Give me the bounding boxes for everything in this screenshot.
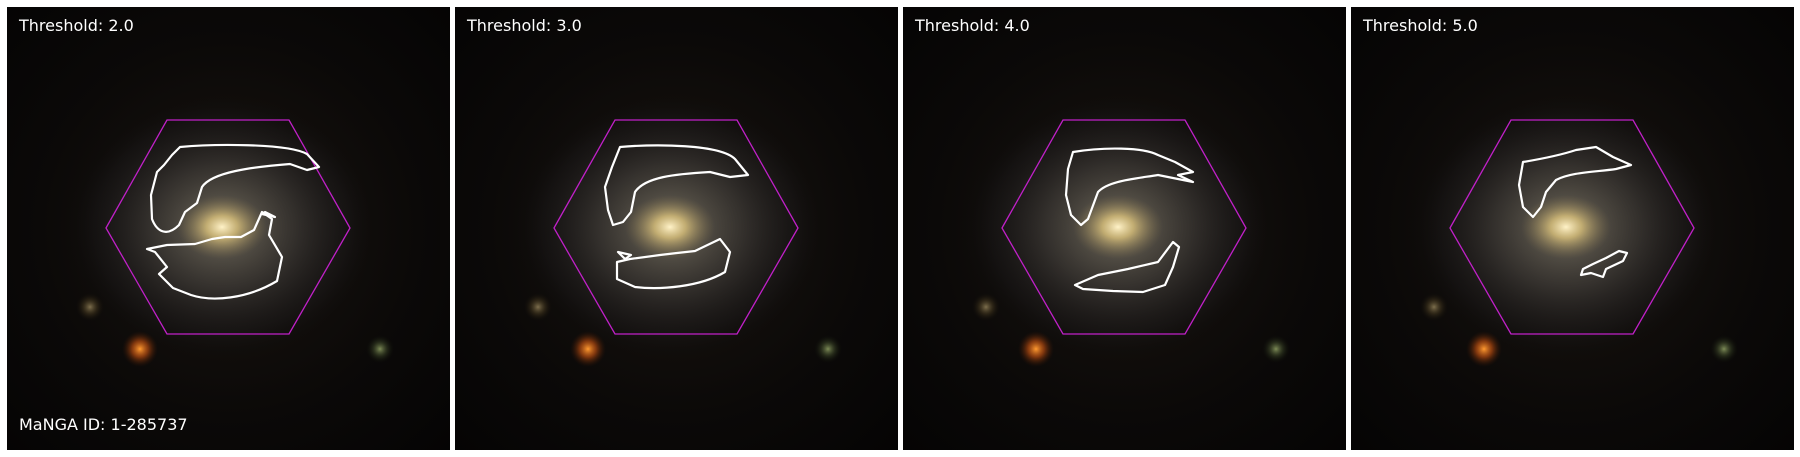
ifu-hexagon: [105, 119, 351, 335]
galaxy-image-3: [958, 92, 1290, 367]
contour-lines: [1517, 145, 1633, 279]
contour-lines: [145, 143, 321, 300]
galaxy-panel-4: Threshold: 5.0: [1351, 7, 1794, 450]
galaxy-image-2: [510, 92, 842, 367]
ifu-hexagon: [553, 119, 799, 335]
galaxy-image-4: [1406, 92, 1738, 367]
manga-id-label: MaNGA ID: 1-285737: [19, 415, 188, 434]
galaxy-panel-2: Threshold: 3.0: [455, 7, 898, 450]
contour-lines: [603, 144, 750, 290]
galaxy-panel-3: Threshold: 4.0: [903, 7, 1346, 450]
threshold-label-2: Threshold: 3.0: [467, 16, 582, 35]
contour-lines: [1064, 147, 1195, 294]
ifu-hexagon: [1449, 119, 1695, 335]
ifu-hexagon: [1001, 119, 1247, 335]
threshold-label-1: Threshold: 2.0: [19, 16, 134, 35]
galaxy-panel-1: Threshold: 2.0 MaNGA ID: 1-285737: [7, 7, 450, 450]
threshold-label-3: Threshold: 4.0: [915, 16, 1030, 35]
threshold-label-4: Threshold: 5.0: [1363, 16, 1478, 35]
galaxy-image-1: [62, 92, 394, 367]
